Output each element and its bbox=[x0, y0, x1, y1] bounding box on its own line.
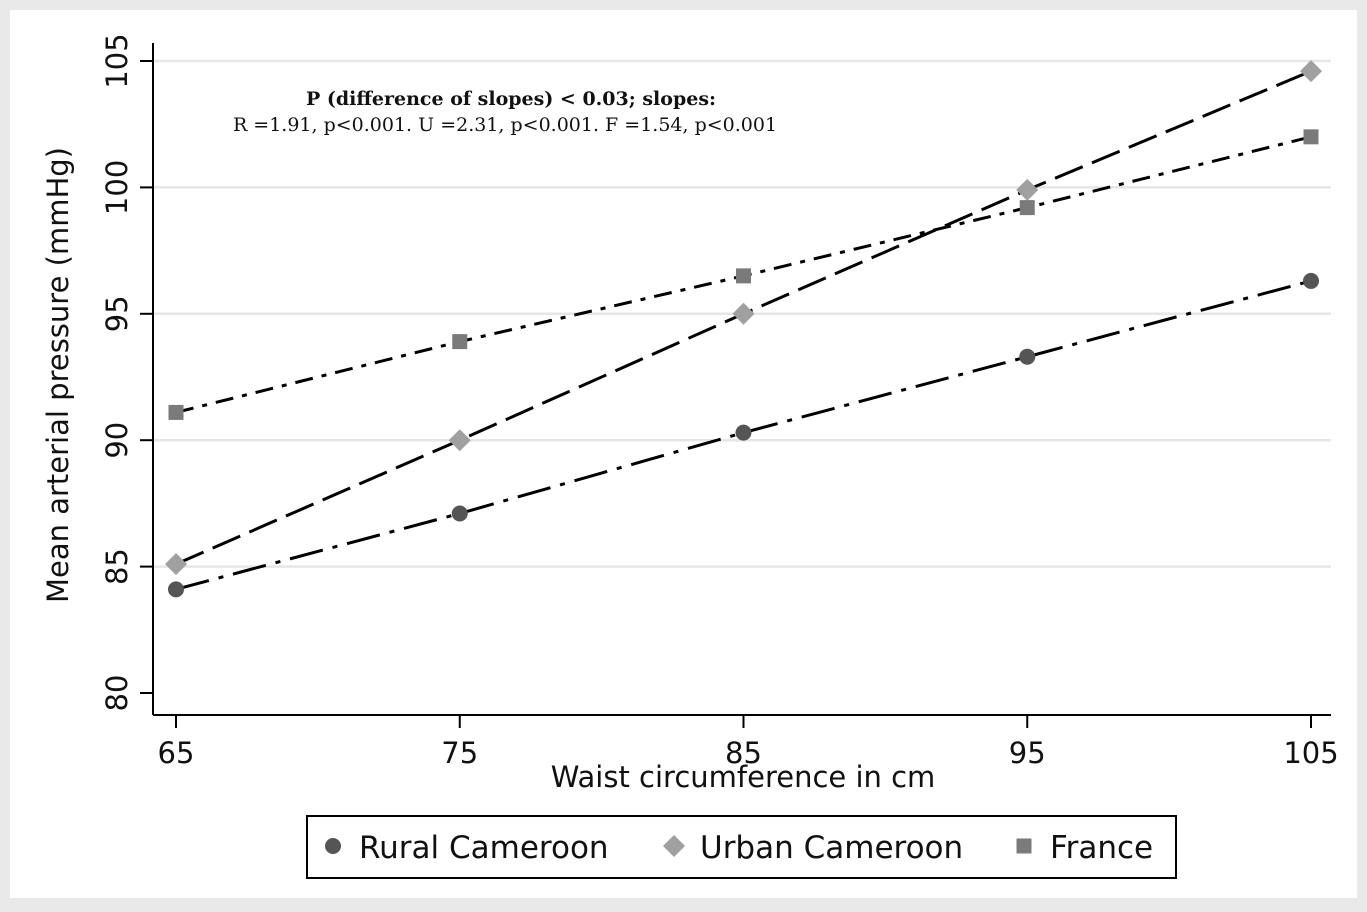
point-urban-cameroon-75 bbox=[448, 429, 471, 452]
point-urban-cameroon-65 bbox=[165, 553, 187, 576]
series-layer bbox=[165, 60, 1322, 598]
point-france-65 bbox=[168, 404, 184, 420]
legend-label-urban-cameroon: Urban Cameroon bbox=[700, 830, 963, 866]
point-rural-cameroon-85 bbox=[735, 424, 752, 441]
point-france-85 bbox=[736, 268, 751, 284]
x-tick-label: 85 bbox=[725, 736, 762, 770]
point-rural-cameroon-95 bbox=[1019, 348, 1036, 365]
point-france-105 bbox=[1303, 129, 1319, 145]
legend-marker-rural-cameroon bbox=[325, 838, 341, 854]
point-france-95 bbox=[1019, 200, 1035, 216]
legend: Rural Cameroon Urban Cameroon France bbox=[306, 815, 1177, 879]
y-tick-label: 80 bbox=[100, 675, 134, 712]
y-axis-label: Mean arterial pressure (mmHg) bbox=[41, 147, 75, 603]
y-tick-label: 100 bbox=[100, 160, 134, 215]
point-france-75 bbox=[452, 334, 468, 350]
x-tick-label: 105 bbox=[1283, 736, 1338, 770]
legend-label-france: France bbox=[1050, 830, 1153, 866]
annotation-line2: R =1.91, p<0.001. U =2.31, p<0.001. F =1… bbox=[233, 114, 777, 136]
point-rural-cameroon-65 bbox=[168, 581, 184, 598]
legend-marker-france bbox=[1016, 838, 1032, 854]
y-tick-label: 90 bbox=[100, 422, 134, 459]
x-tick-label: 75 bbox=[441, 736, 478, 770]
x-tick-label: 95 bbox=[1009, 736, 1046, 770]
point-urban-cameroon-85 bbox=[732, 302, 755, 325]
point-rural-cameroon-75 bbox=[451, 505, 468, 522]
point-urban-cameroon-95 bbox=[1016, 178, 1039, 201]
point-rural-cameroon-105 bbox=[1303, 272, 1319, 289]
x-tick-label: 65 bbox=[158, 736, 195, 770]
point-urban-cameroon-105 bbox=[1300, 60, 1322, 83]
legend-marker-urban-cameroon bbox=[663, 835, 685, 857]
annotation-line1: P (difference of slopes) < 0.03; slopes: bbox=[306, 88, 716, 110]
x-axis-label: Waist circumference in cm bbox=[551, 760, 936, 794]
y-tick-label: 85 bbox=[100, 548, 134, 585]
chart-background bbox=[10, 10, 1357, 898]
annotation-layer: P (difference of slopes) < 0.03; slopes:… bbox=[233, 88, 777, 136]
axes-layer: 80 85 90 95 100 105 65 75 85 95 105 bbox=[100, 33, 1339, 770]
series-line-rural-cameroon bbox=[175, 279, 1312, 591]
y-tick-label: 95 bbox=[100, 295, 134, 332]
y-tick-label: 105 bbox=[100, 33, 134, 88]
legend-label-rural-cameroon: Rural Cameroon bbox=[359, 830, 609, 866]
